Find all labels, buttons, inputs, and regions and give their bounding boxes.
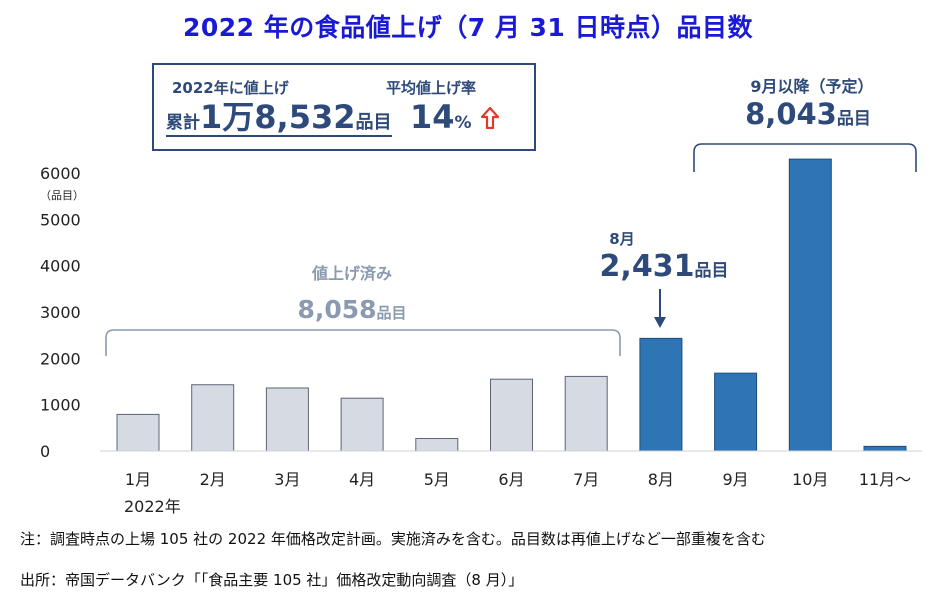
rate-label: 平均値上げ率 [386, 79, 477, 97]
y-tick-label: 2000 [40, 349, 81, 368]
bar-10 [788, 158, 832, 452]
aug-total: 2,431品目 [600, 249, 729, 284]
source-text: 出所：帝国データバンク「「食品主要 105 社」価格改定動向調査（8 月）」 [20, 571, 524, 589]
cumulative-value: 1万8,532 [200, 98, 356, 136]
cumulative-unit: 品目 [355, 112, 392, 133]
up-arrow-icon [481, 107, 500, 129]
bar-3 [265, 387, 309, 452]
bars [116, 158, 907, 452]
y-unit-label: （品目） [40, 189, 84, 202]
bar-5 [415, 437, 459, 452]
done-value: 8,058 [297, 295, 376, 324]
bar-7 [564, 375, 608, 452]
y-tick-label: 0 [40, 442, 50, 461]
future-bracket [693, 143, 917, 172]
x-tick-label: 9月 [723, 470, 749, 489]
x-tick-label: 7月 [573, 470, 599, 489]
bar-11 [863, 445, 907, 452]
done-label: 値上げ済み [311, 264, 392, 283]
bar-6 [490, 378, 533, 452]
future-total: 8,043品目 [745, 97, 871, 131]
future-value: 8,043 [745, 97, 837, 131]
aug-unit: 品目 [694, 261, 728, 281]
x-tick-label: 8月 [648, 470, 674, 489]
cumulative-label: 2022年に値上げ [172, 79, 289, 97]
y-tick-label: 1000 [40, 396, 81, 415]
rate-value: 14 [410, 98, 455, 136]
y-tick-label: 3000 [40, 303, 81, 322]
year-label: 2022年 [124, 497, 181, 516]
x-tick-label: 5月 [424, 470, 450, 489]
done-unit: 品目 [377, 304, 407, 322]
summary-box: 2022年に値上げ 平均値上げ率 累計1万8,532品目 14% [152, 63, 536, 151]
y-tick-label: 5000 [40, 210, 81, 229]
chart-title: 2022 年の食品値上げ（7 月 31 日時点）品目数 [182, 13, 754, 42]
x-axis: 1月 2月 3月 4月 5月 6月 7月 8月 9月 10月 11月～ [125, 470, 911, 489]
bar-2 [191, 384, 235, 452]
rate-unit: % [454, 113, 472, 133]
note-text: 注：調査時点の上場 105 社の 2022 年価格改定計画。実施済みを含む。品目… [20, 530, 766, 548]
rate-total: 14% [410, 98, 500, 136]
future-label: 9月以降（予定） [750, 77, 873, 96]
done-total: 8,058品目 [297, 295, 406, 324]
aug-label: 8月 [609, 230, 634, 248]
x-tick-label: 10月 [792, 470, 828, 489]
x-tick-label: 4月 [349, 470, 375, 489]
bar-8 [639, 337, 683, 452]
bar-1 [116, 413, 160, 452]
x-tick-label: 1月 [125, 470, 151, 489]
bar-4 [340, 397, 384, 452]
x-tick-label: 2月 [200, 470, 226, 489]
aug-down-arrow-icon [654, 289, 666, 328]
bar-9 [714, 372, 758, 452]
cumulative-total: 累計1万8,532品目 [166, 101, 392, 137]
y-tick-label: 4000 [40, 257, 81, 276]
y-tick-label: 6000 [40, 164, 81, 183]
x-tick-label: 11月～ [859, 470, 911, 489]
x-tick-label: 6月 [498, 470, 524, 489]
done-bracket [105, 329, 621, 356]
x-tick-label: 3月 [274, 470, 300, 489]
cumulative-prefix: 累計 [166, 113, 200, 133]
future-unit: 品目 [837, 109, 871, 129]
y-axis: 0 1000 2000 3000 4000 5000 6000 （品目） [40, 164, 84, 461]
aug-value: 2,431 [600, 249, 695, 284]
